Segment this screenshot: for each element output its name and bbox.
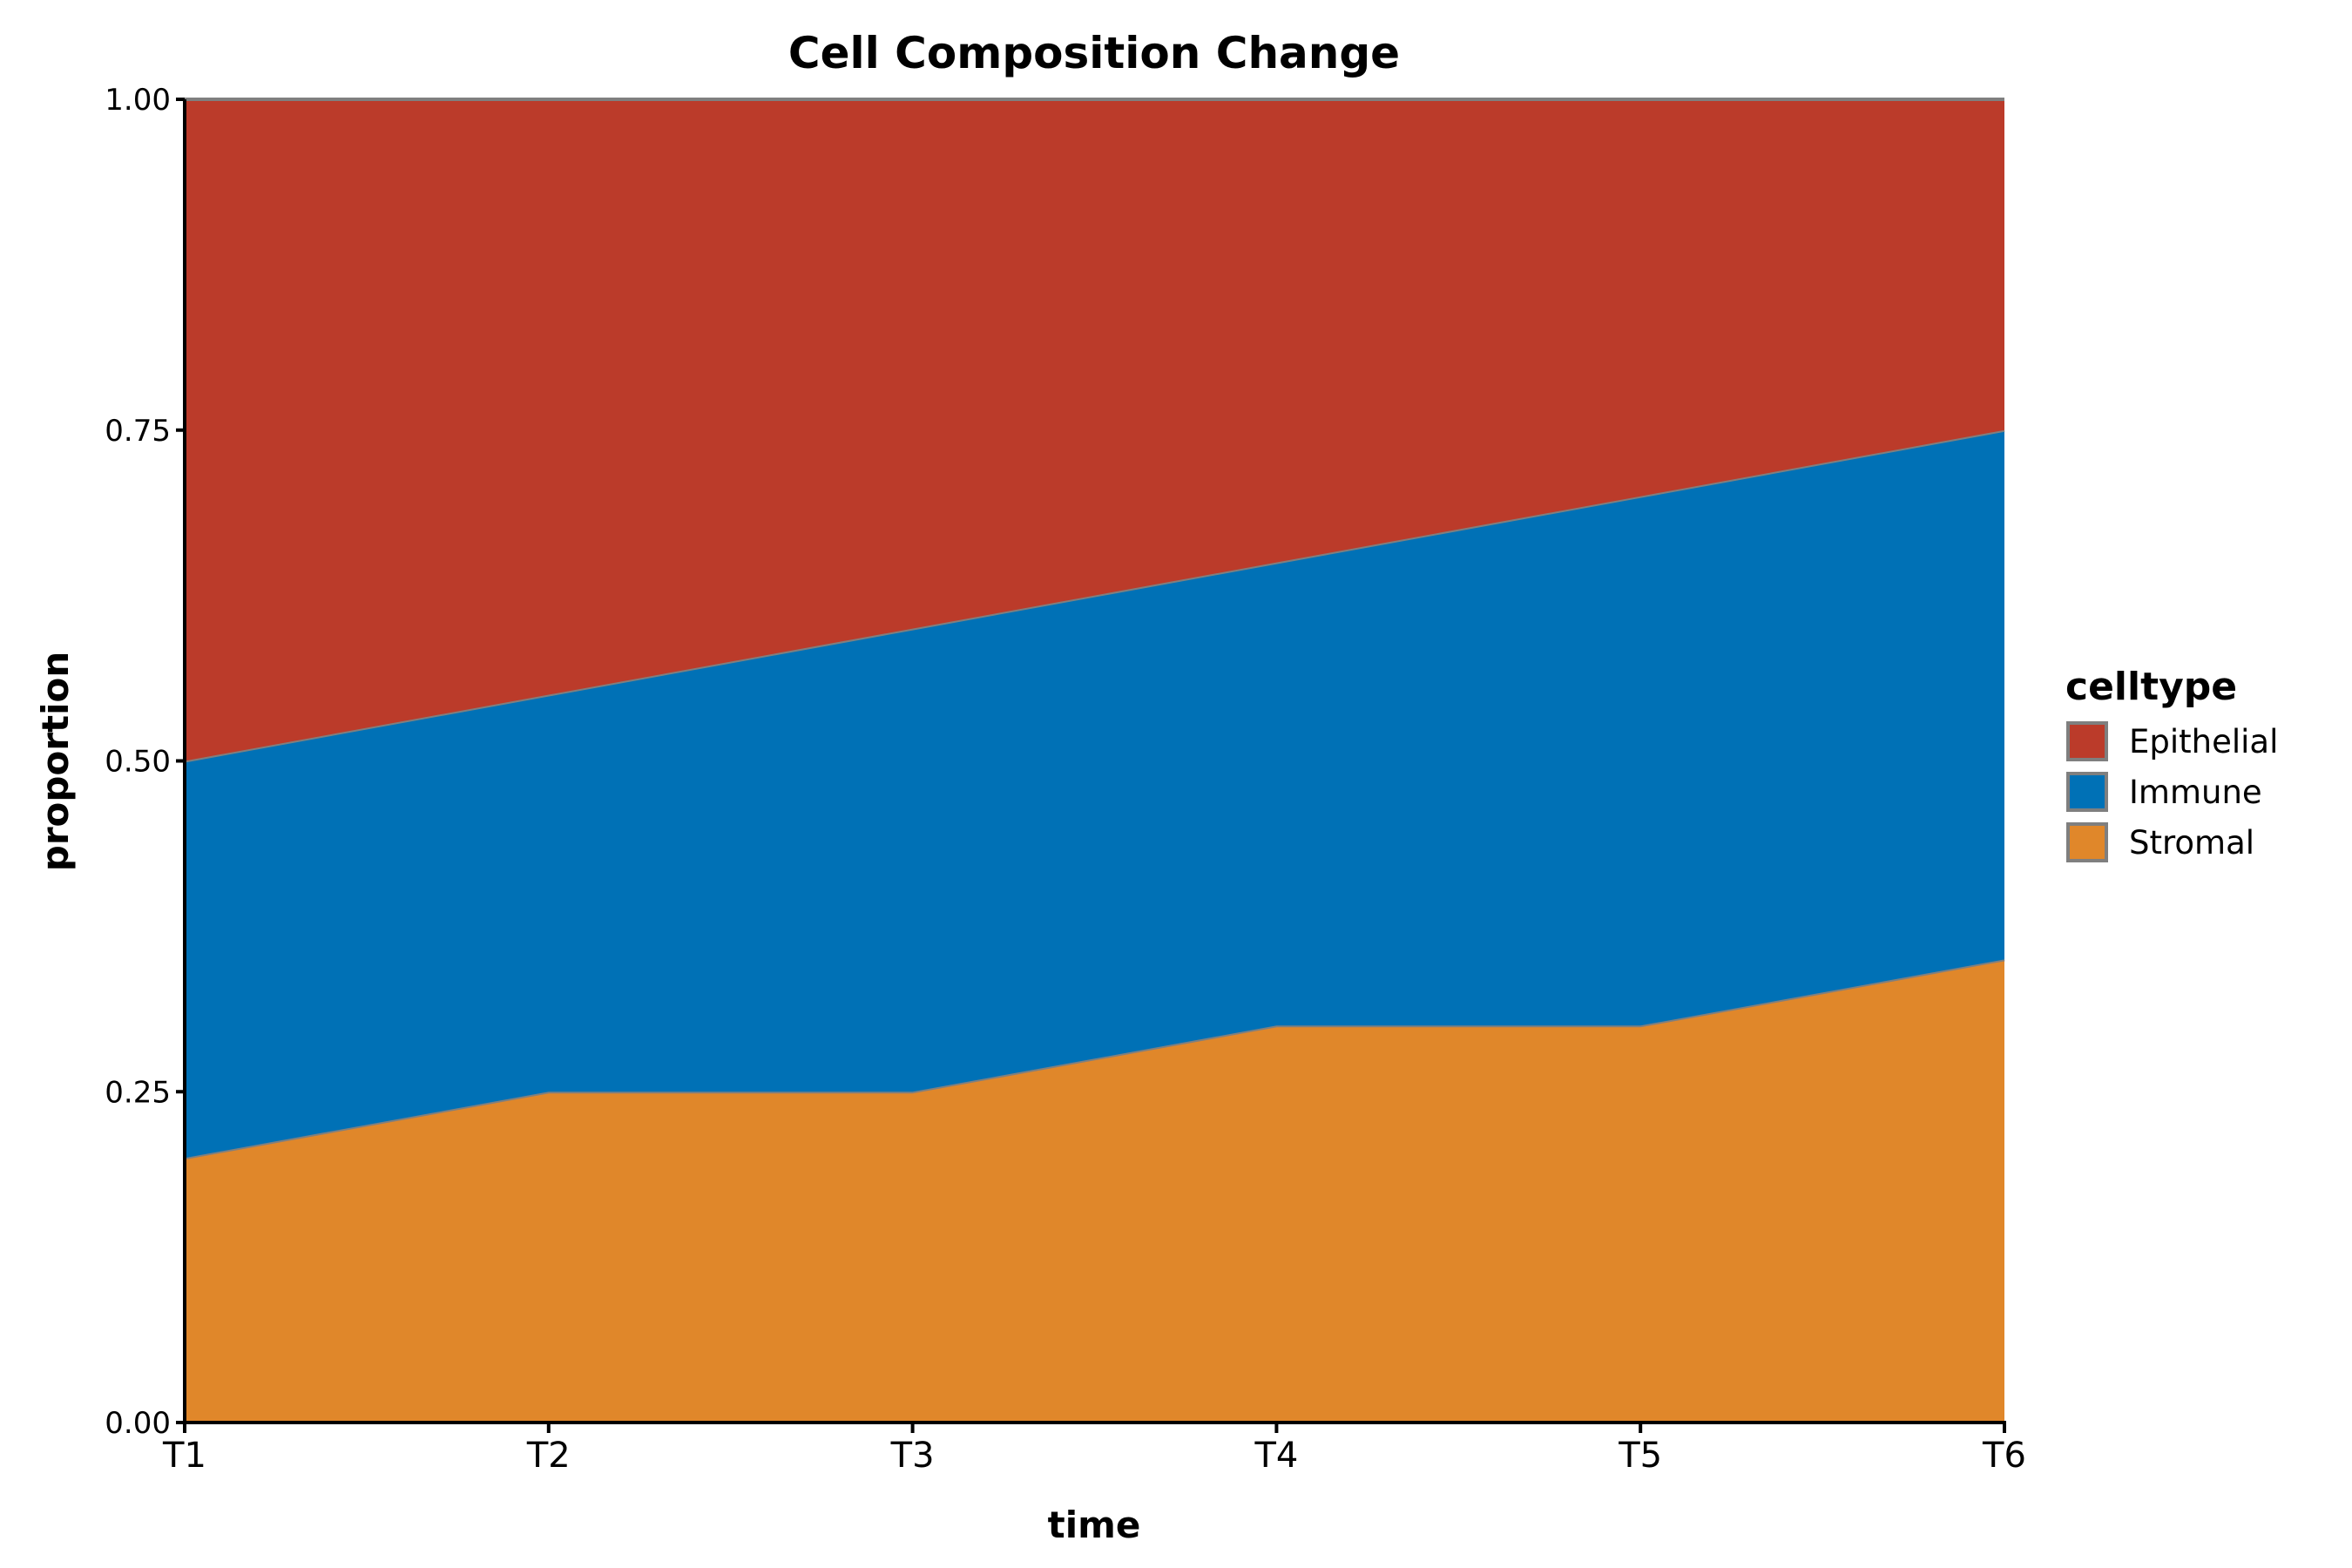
area-stromal [185,959,2004,1423]
legend-key-stromal [2066,822,2108,862]
legend-title: celltype [2065,665,2237,709]
axes-layer: 0.00 0.25 0.50 0.75 1.00 T1 T2 T3 T4 T5 T6 [105,83,2026,1476]
legend: celltype Epithelial Immune Stromal [2065,665,2278,862]
legend-label-epithelial: Epithelial [2129,723,2278,760]
y-axis-title: proportion [34,652,77,872]
x-tick-label: T3 [890,1436,935,1476]
x-tick-label: T1 [162,1436,206,1476]
areas-layer [184,98,2005,1423]
x-tick-label: T4 [1254,1436,1298,1476]
chart-title: Cell Composition Change [788,28,1400,78]
y-tick-label: 1.00 [105,83,171,118]
x-tick-label: T6 [1982,1436,2026,1476]
y-tick-label: 0.75 [105,414,171,449]
x-axis-title: time [1048,1504,1141,1546]
legend-key-immune [2066,772,2108,812]
legend-label-stromal: Stromal [2129,824,2254,862]
y-tick-label: 0.25 [105,1075,171,1110]
legend-label-immune: Immune [2129,774,2262,811]
x-tick-label: T2 [526,1436,571,1476]
y-tick-label: 0.50 [105,745,171,780]
y-tick-label: 0.00 [105,1406,171,1441]
x-tick-label: T5 [1618,1436,1662,1476]
legend-key-epithelial [2066,721,2108,761]
area-epithelial [185,99,2004,761]
area-immune [185,429,2004,1159]
